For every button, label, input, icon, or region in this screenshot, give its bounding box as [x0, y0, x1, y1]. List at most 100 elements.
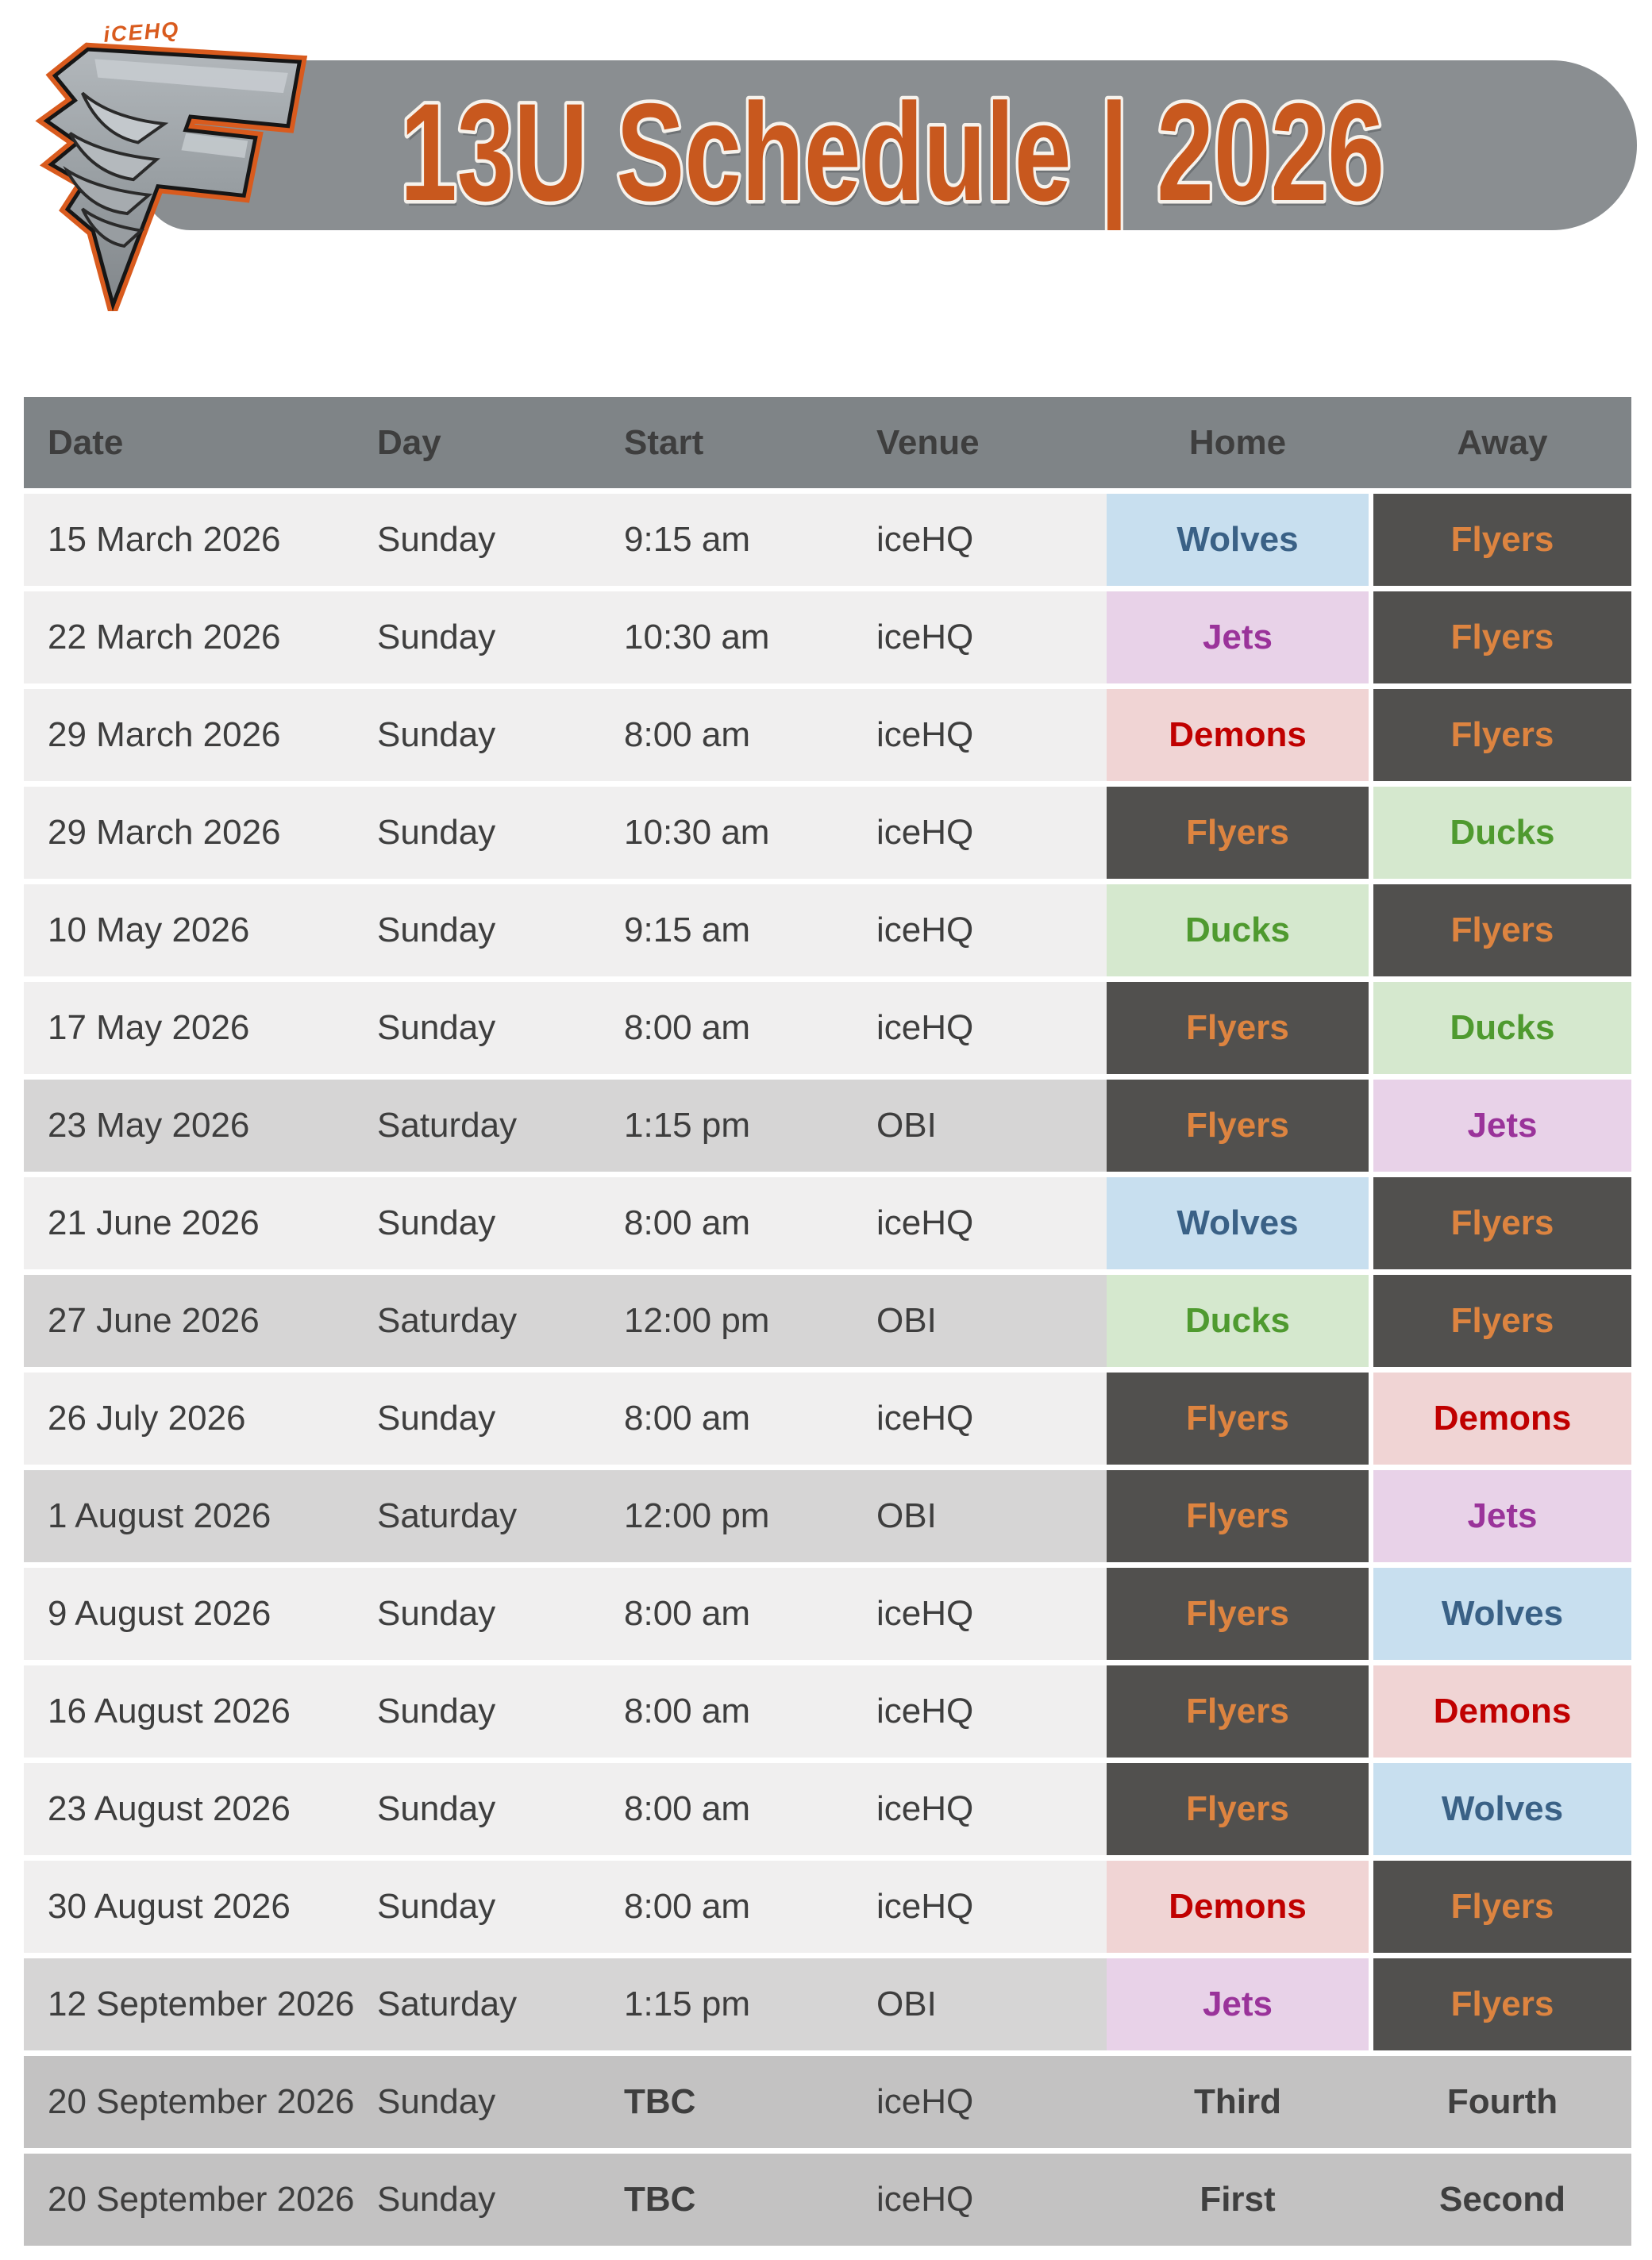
day-cell: Sunday	[377, 911, 496, 949]
table-row: 12 September 2026 Saturday 1:15 pm OBI J…	[24, 1958, 1631, 2050]
start-cell: 8:00 am	[624, 1887, 750, 1926]
column-header-day: Day	[377, 422, 441, 462]
day-cell: Sunday	[377, 2180, 496, 2219]
cell-divider	[1369, 787, 1373, 879]
winged-f-emblem	[35, 42, 308, 311]
home-team-cell: Flyers	[1107, 1470, 1369, 1562]
table-row: 16 August 2026 Sunday 8:00 am iceHQ Flye…	[24, 1665, 1631, 1758]
day-cell: Sunday	[377, 1789, 496, 1828]
date-cell: 22 March 2026	[48, 618, 281, 656]
cell-divider	[1369, 1763, 1373, 1855]
away-team-cell: Wolves	[1373, 1763, 1631, 1855]
day-cell: Saturday	[377, 1496, 518, 1535]
date-cell: 27 June 2026	[48, 1301, 260, 1340]
venue-cell: iceHQ	[876, 618, 974, 656]
start-cell: 8:00 am	[624, 1203, 750, 1242]
title-banner: 13U Schedule | 2026 13U Schedule | 2026	[143, 60, 1637, 230]
start-cell: 9:15 am	[624, 911, 750, 949]
table-row: 21 June 2026 Sunday 8:00 am iceHQ Wolves…	[24, 1177, 1631, 1269]
cell-divider	[1369, 1958, 1373, 2050]
away-team-cell: Demons	[1373, 1373, 1631, 1465]
start-cell: 10:30 am	[624, 813, 770, 852]
home-team-cell: Ducks	[1107, 884, 1369, 976]
away-team-cell: Second	[1439, 2180, 1565, 2219]
page-title-shadow: 13U Schedule | 2026	[402, 81, 1387, 230]
table-row: 27 June 2026 Saturday 12:00 pm OBI Ducks…	[24, 1275, 1631, 1367]
away-team-cell: Demons	[1373, 1665, 1631, 1758]
date-cell: 20 September 2026	[48, 2082, 355, 2121]
home-team-cell: Flyers	[1107, 1763, 1369, 1855]
start-cell: 9:15 am	[624, 520, 750, 559]
page-title: 13U Schedule | 2026 13U Schedule | 2026	[397, 72, 1388, 231]
venue-cell: iceHQ	[876, 520, 974, 559]
venue-cell: iceHQ	[876, 1399, 974, 1438]
away-team-cell: Jets	[1373, 1080, 1631, 1172]
day-cell: Sunday	[377, 715, 496, 754]
venue-cell: iceHQ	[876, 1203, 974, 1242]
venue-cell: OBI	[876, 1106, 937, 1145]
flyers-club-logo: iCEHQ	[35, 17, 308, 311]
venue-cell: iceHQ	[876, 1008, 974, 1047]
start-cell: 8:00 am	[624, 715, 750, 754]
date-cell: 17 May 2026	[48, 1008, 250, 1047]
home-team-cell: Jets	[1107, 591, 1369, 683]
venue-cell: iceHQ	[876, 911, 974, 949]
away-team-cell: Flyers	[1373, 494, 1631, 586]
day-cell: Sunday	[377, 1594, 496, 1633]
cell-divider	[1369, 1275, 1373, 1367]
venue-cell: iceHQ	[876, 1692, 974, 1731]
cell-divider	[1369, 1177, 1373, 1269]
home-team-cell: Wolves	[1107, 1177, 1369, 1269]
table-row: 26 July 2026 Sunday 8:00 am iceHQ Flyers…	[24, 1373, 1631, 1465]
away-team-cell: Ducks	[1373, 982, 1631, 1074]
day-cell: Saturday	[377, 1985, 518, 2023]
date-cell: 21 June 2026	[48, 1203, 260, 1242]
start-cell: 12:00 pm	[624, 1301, 770, 1340]
cell-divider	[1369, 982, 1373, 1074]
page-title-text: 13U Schedule | 2026	[400, 75, 1384, 230]
schedule-table: Date Day Start Venue Home Away 15 March …	[24, 397, 1631, 2251]
day-cell: Sunday	[377, 1692, 496, 1731]
day-cell: Sunday	[377, 1887, 496, 1926]
day-cell: Sunday	[377, 1399, 496, 1438]
home-team-cell: Ducks	[1107, 1275, 1369, 1367]
table-row: 30 August 2026 Sunday 8:00 am iceHQ Demo…	[24, 1861, 1631, 1953]
home-team-cell: Flyers	[1107, 1568, 1369, 1660]
cell-divider	[1369, 884, 1373, 976]
cell-divider	[1369, 591, 1373, 683]
table-row: 9 August 2026 Sunday 8:00 am iceHQ Flyer…	[24, 1568, 1631, 1660]
day-cell: Saturday	[377, 1301, 518, 1340]
away-team-cell: Flyers	[1373, 884, 1631, 976]
start-cell: 1:15 pm	[624, 1106, 750, 1145]
home-team-cell: First	[1200, 2180, 1276, 2219]
start-cell: TBC	[624, 2180, 696, 2219]
day-cell: Sunday	[377, 520, 496, 559]
column-header-home: Home	[1188, 422, 1287, 462]
day-cell: Sunday	[377, 1203, 496, 1242]
home-team-cell: Flyers	[1107, 1665, 1369, 1758]
home-team-cell: Demons	[1107, 1861, 1369, 1953]
date-cell: 1 August 2026	[48, 1496, 271, 1535]
cell-divider	[1369, 1470, 1373, 1562]
away-team-cell: Jets	[1373, 1470, 1631, 1562]
away-team-cell: Flyers	[1373, 689, 1631, 781]
venue-cell: OBI	[876, 1496, 937, 1535]
table-row: 15 March 2026 Sunday 9:15 am iceHQ Wolve…	[24, 494, 1631, 586]
cell-divider	[1369, 494, 1373, 586]
schedule-rows: 15 March 2026 Sunday 9:15 am iceHQ Wolve…	[24, 494, 1631, 2246]
table-row: 17 May 2026 Sunday 8:00 am iceHQ Flyers …	[24, 982, 1631, 1074]
home-team-cell: Flyers	[1107, 787, 1369, 879]
venue-cell: iceHQ	[876, 2082, 974, 2121]
cell-divider	[1369, 1080, 1373, 1172]
date-cell: 12 September 2026	[48, 1985, 355, 2023]
venue-cell: iceHQ	[876, 813, 974, 852]
day-cell: Sunday	[377, 618, 496, 656]
away-team-cell: Ducks	[1373, 787, 1631, 879]
table-row: 23 May 2026 Saturday 1:15 pm OBI Flyers …	[24, 1080, 1631, 1172]
logo-wordmark: iCEHQ	[102, 17, 180, 47]
away-team-cell: Flyers	[1373, 591, 1631, 683]
column-header-date: Date	[48, 422, 124, 462]
start-cell: 10:30 am	[624, 618, 770, 656]
venue-cell: iceHQ	[876, 1789, 974, 1828]
start-cell: 8:00 am	[624, 1399, 750, 1438]
